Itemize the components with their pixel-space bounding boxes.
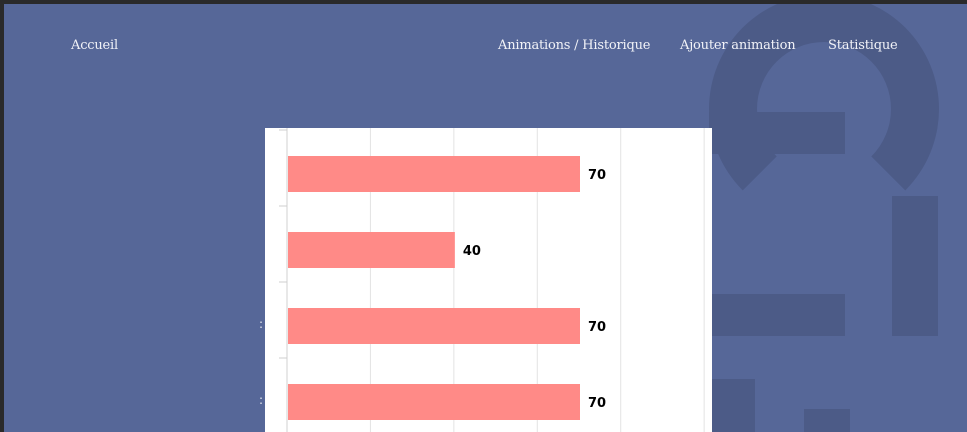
background-glyph-stem — [892, 196, 938, 336]
background-glyph-bar-lower — [709, 294, 845, 336]
bar-value-label: 40 — [463, 244, 481, 259]
bar[interactable] — [288, 308, 580, 344]
page-background: Accueil Animations / Historique Ajouter … — [4, 4, 967, 432]
background-glyph-bar — [709, 112, 845, 154]
statistics-chart: 70 40 70 70 — [265, 128, 712, 432]
bar[interactable] — [288, 156, 580, 192]
bar-value-label: 70 — [588, 320, 606, 335]
bar[interactable] — [288, 232, 455, 268]
bar-value-label: 70 — [588, 168, 606, 183]
nav-history-link[interactable]: Animations / Historique — [498, 38, 651, 53]
clipped-tick-mark: : — [259, 393, 264, 407]
main-navigation: Accueil Animations / Historique Ajouter … — [4, 38, 967, 62]
background-glyph-foot — [709, 379, 755, 432]
background-glyph-foot-2 — [804, 409, 850, 432]
clipped-tick-mark: : — [259, 317, 264, 331]
nav-statistics-link[interactable]: Statistique — [828, 38, 898, 53]
bar-chart: 70 40 70 70 — [279, 128, 705, 432]
bar[interactable] — [288, 384, 580, 420]
nav-home-link[interactable]: Accueil — [71, 38, 118, 53]
nav-add-animation-link[interactable]: Ajouter animation — [680, 38, 796, 53]
bar-value-label: 70 — [588, 396, 606, 411]
